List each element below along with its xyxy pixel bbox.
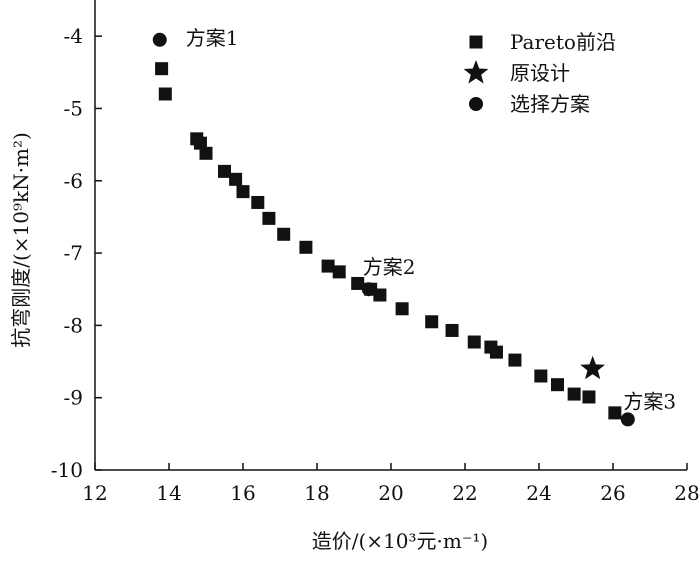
pareto-point — [508, 353, 522, 367]
y-tick-label: -4 — [64, 24, 83, 48]
pareto-point — [395, 302, 409, 316]
pareto-point — [551, 378, 564, 392]
pareto-point — [299, 240, 313, 254]
y-axis-title: 抗弯刚度/(×10⁹kN·m²) — [9, 132, 33, 348]
pareto-point — [373, 288, 387, 302]
selected-scheme-point — [361, 282, 376, 297]
pareto-point — [262, 211, 276, 225]
pareto-point — [321, 259, 335, 273]
pareto-point — [277, 227, 291, 241]
pareto-point — [351, 276, 365, 290]
x-tick-label: 26 — [600, 481, 625, 505]
annotations: 方案1 方案2 方案3 — [186, 26, 676, 414]
legend-label: 选择方案 — [510, 92, 590, 116]
y-tick-label: -8 — [64, 313, 83, 337]
pareto-point — [218, 164, 231, 178]
x-axis-ticks: 12 14 16 18 20 22 24 26 28 — [82, 463, 700, 505]
pareto-point — [229, 172, 243, 186]
y-tick-label: -10 — [51, 458, 83, 482]
plot-frame — [94, 0, 687, 471]
x-axis-title: 造价/(×10³元·m⁻¹) — [312, 529, 488, 553]
pareto-point — [193, 136, 207, 150]
x-tick-label: 24 — [526, 481, 551, 505]
legend-label: Pareto前沿 — [510, 30, 616, 54]
data-marks — [152, 32, 635, 427]
x-tick-label: 28 — [674, 481, 699, 505]
pareto-point — [236, 185, 250, 199]
pareto-point — [467, 335, 481, 349]
selected-scheme-point — [620, 412, 635, 427]
annotation-label: 方案1 — [186, 26, 239, 50]
pareto-point — [582, 390, 596, 404]
x-tick-label: 12 — [82, 481, 107, 505]
selected-scheme-point — [152, 32, 167, 47]
legend-marker — [469, 35, 483, 49]
pareto-point — [155, 62, 169, 76]
y-tick-label: -9 — [64, 386, 83, 410]
pareto-point — [425, 315, 439, 329]
annotation-label: 方案3 — [623, 389, 676, 413]
y-tick-label: -5 — [64, 96, 83, 120]
legend-marker — [463, 60, 489, 84]
x-tick-label: 18 — [304, 481, 329, 505]
annotation-label: 方案2 — [363, 255, 416, 279]
pareto-point — [534, 369, 548, 383]
x-tick-label: 20 — [378, 481, 403, 505]
pareto-point — [332, 265, 346, 279]
pareto-point — [158, 87, 172, 101]
pareto-point — [251, 195, 265, 209]
pareto-point — [489, 345, 503, 359]
x-tick-label: 16 — [230, 481, 255, 505]
pareto-point — [567, 387, 581, 401]
pareto-point — [608, 406, 622, 420]
y-axis-ticks: -10 -9 -8 -7 -6 -5 -4 — [51, 24, 102, 482]
legend-marker — [469, 97, 483, 111]
x-tick-label: 14 — [156, 481, 181, 505]
original-design-point — [580, 355, 606, 380]
x-tick-label: 22 — [452, 481, 477, 505]
pareto-point — [445, 323, 459, 337]
y-tick-label: -7 — [64, 241, 83, 265]
pareto-point — [199, 146, 213, 160]
legend-label: 原设计 — [510, 61, 570, 85]
y-tick-label: -6 — [64, 169, 83, 193]
